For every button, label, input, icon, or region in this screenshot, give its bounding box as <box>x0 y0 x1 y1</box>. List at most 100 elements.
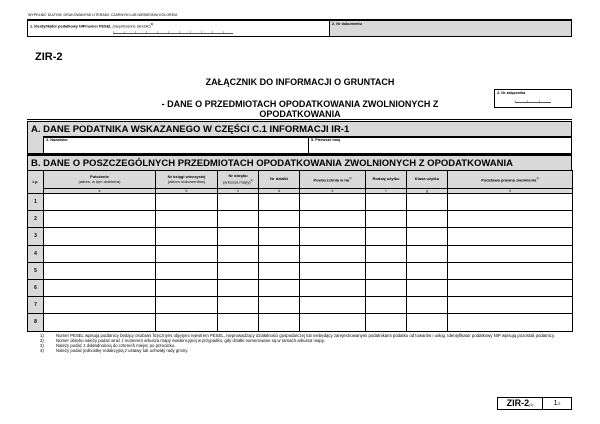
cell-g[interactable] <box>406 192 448 212</box>
cell-c[interactable] <box>217 210 259 229</box>
cell-b[interactable] <box>155 244 218 263</box>
column-title: Rodzaj użytku <box>372 176 400 182</box>
cell-f[interactable] <box>365 192 407 212</box>
page-current: 1 <box>553 400 558 407</box>
cell-c[interactable] <box>217 227 259 246</box>
column-title: Klasa użytku <box>414 176 440 182</box>
column-title: Nr działki <box>270 176 288 182</box>
cell-c[interactable] <box>217 278 259 298</box>
cell-b[interactable] <box>155 227 218 246</box>
column-header: Podstawa prawna zwolnienia4) <box>447 170 573 189</box>
digit-ticks <box>113 31 233 34</box>
cell-d[interactable] <box>258 227 300 246</box>
cell-h[interactable] <box>447 261 573 280</box>
digit-ticks <box>515 100 551 103</box>
attachment-number-field[interactable]: 3. Nr załącznika <box>494 89 572 108</box>
cell-b[interactable] <box>155 261 218 280</box>
cell-f[interactable] <box>365 278 407 298</box>
cell-a[interactable] <box>43 278 156 298</box>
cell-e[interactable] <box>299 261 366 280</box>
cell-e[interactable] <box>299 244 366 263</box>
cell-g[interactable] <box>406 313 448 332</box>
form-code: ZIR-2 <box>35 51 63 63</box>
cell-h[interactable] <box>447 210 573 229</box>
cell-a[interactable] <box>43 244 156 263</box>
table-row: 4 <box>27 244 573 263</box>
row-number: 7 <box>27 296 44 315</box>
column-header: Klasa użytku <box>406 170 448 189</box>
first-name-field[interactable]: 5. Pierwsze imię <box>308 136 572 154</box>
cell-d[interactable] <box>258 313 300 332</box>
cell-d[interactable] <box>258 278 300 298</box>
footnote-number: 4) <box>40 348 44 353</box>
cell-b[interactable] <box>155 313 218 332</box>
footnote-text: Należy podać z dokładnością do czterech … <box>56 343 176 348</box>
column-header: Rodzaj użytku <box>365 170 407 189</box>
row-number: 3 <box>27 227 44 246</box>
row-number: 2 <box>27 210 44 229</box>
cell-c[interactable] <box>217 244 259 263</box>
table-row: 7 <box>27 296 573 315</box>
cell-a[interactable] <box>43 261 156 280</box>
cell-f[interactable] <box>365 227 407 246</box>
cell-c[interactable] <box>217 192 259 212</box>
cell-a[interactable] <box>43 210 156 229</box>
subjects-table: Lp. Położenie (adres, w tym dzielnica) Nr … <box>27 170 573 332</box>
cell-h[interactable] <box>447 227 573 246</box>
cell-g[interactable] <box>406 261 448 280</box>
cell-e[interactable] <box>299 296 366 315</box>
footnote-text: Numer obrębu należy podać wraz z numerem… <box>56 338 325 343</box>
cell-d[interactable] <box>258 192 300 212</box>
cell-g[interactable] <box>406 296 448 315</box>
cell-a[interactable] <box>43 313 156 332</box>
surname-field[interactable]: 4. Nazwisko <box>43 136 309 154</box>
footnote-number: 1) <box>40 333 44 338</box>
cell-c[interactable] <box>217 313 259 332</box>
cell-a[interactable] <box>43 296 156 315</box>
cell-h[interactable] <box>447 278 573 298</box>
cell-e[interactable] <box>299 227 366 246</box>
cell-h[interactable] <box>447 296 573 315</box>
cell-e[interactable] <box>299 278 366 298</box>
cell-d[interactable] <box>258 296 300 315</box>
cell-b[interactable] <box>155 296 218 315</box>
cell-g[interactable] <box>406 227 448 246</box>
cell-c[interactable] <box>217 296 259 315</box>
cell-b[interactable] <box>155 192 218 212</box>
cell-b[interactable] <box>155 278 218 298</box>
cell-d[interactable] <box>258 261 300 280</box>
cell-f[interactable] <box>365 244 407 263</box>
page-title: ZAŁĄCZNIK DO INFORMACJI O GRUNTACH <box>205 77 395 87</box>
cell-e[interactable] <box>299 210 366 229</box>
cell-h[interactable] <box>447 313 573 332</box>
cell-h[interactable] <box>447 244 573 263</box>
cell-f[interactable] <box>365 313 407 332</box>
cell-b[interactable] <box>155 210 218 229</box>
taxpayer-id-field[interactable]: 1. Identyfikator podatkowy NIP/numer PES… <box>27 20 330 37</box>
cell-e[interactable] <box>299 313 366 332</box>
row-number: 6 <box>27 278 44 298</box>
page-total: /2 <box>557 402 561 406</box>
cell-d[interactable] <box>258 244 300 263</box>
cell-d[interactable] <box>258 210 300 229</box>
cell-f[interactable] <box>365 296 407 315</box>
cell-c[interactable] <box>217 261 259 280</box>
cell-g[interactable] <box>406 210 448 229</box>
footnote-text: Należy podać jednostkę redakcyjną z usta… <box>56 348 189 353</box>
footer-version: (1) <box>529 403 534 407</box>
cell-g[interactable] <box>406 244 448 263</box>
column-header: Lp. <box>27 170 44 194</box>
page-number: 1/2 <box>542 397 572 410</box>
divider <box>27 19 572 20</box>
cell-g[interactable] <box>406 278 448 298</box>
cell-f[interactable] <box>365 261 407 280</box>
column-header: Nr działki <box>258 170 300 189</box>
table-row: 6 <box>27 278 573 298</box>
cell-h[interactable] <box>447 192 573 212</box>
cell-a[interactable] <box>43 192 156 212</box>
column-note: (zbioru dokumentów) <box>167 178 206 184</box>
column-title: Nr obrębu <box>228 173 248 179</box>
cell-e[interactable] <box>299 192 366 212</box>
cell-a[interactable] <box>43 227 156 246</box>
cell-f[interactable] <box>365 210 407 229</box>
